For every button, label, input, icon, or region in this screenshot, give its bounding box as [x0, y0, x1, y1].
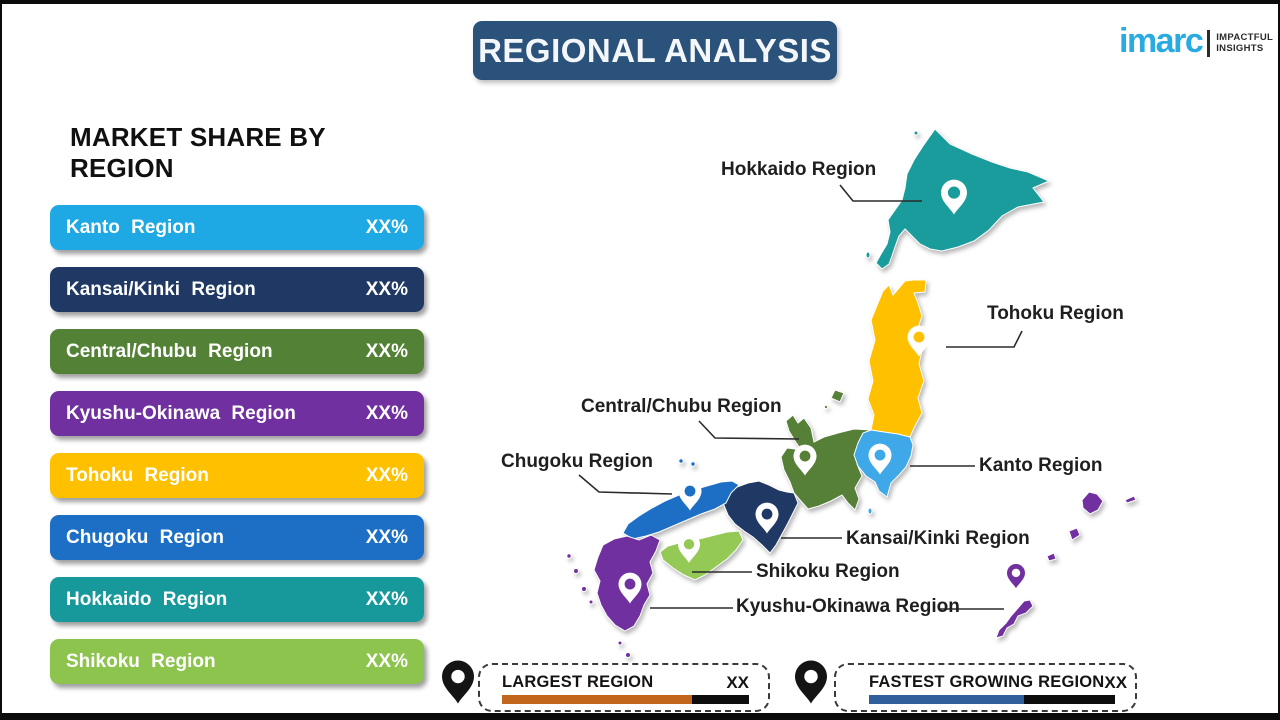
- callout-tohoku: [946, 330, 1023, 348]
- location-pin-icon-okinawa: [1007, 563, 1025, 589]
- legend-fastest-value: XX: [1104, 673, 1128, 692]
- market-share-row-central-chubu: Central/Chubu Region XX%: [50, 329, 424, 374]
- region-name: Hokkaido Region: [66, 588, 228, 610]
- location-pin-icon-central-chubu: [793, 444, 817, 476]
- market-share-row-tohoku: Tohoku Region XX%: [50, 453, 424, 498]
- map-islet: [1046, 552, 1057, 562]
- map-islet: [566, 553, 572, 559]
- map-islet: [913, 130, 919, 136]
- legend-largest-bar-fill: [502, 695, 693, 704]
- map-label-kyushu-okinawa: Kyushu-Okinawa Region: [736, 596, 960, 617]
- map-label-chugoku: Chugoku Region: [501, 451, 653, 472]
- map-islet-oki: [678, 458, 684, 464]
- map-islet: [865, 251, 871, 259]
- map-region-chugoku: [622, 480, 740, 540]
- location-pin-icon-largest-region: [442, 660, 474, 704]
- callout-central-chubu: [698, 420, 800, 440]
- region-name: Chugoku Region: [66, 526, 224, 548]
- legend-fastest-growing-region: FASTEST GROWING REGION XX: [834, 663, 1137, 712]
- market-share-row-hokkaido: Hokkaido Region XX%: [50, 577, 424, 622]
- map-region-tohoku: [867, 279, 927, 438]
- legend-fastest-label: FASTEST GROWING REGION: [869, 673, 1105, 691]
- market-share-panel: MARKET SHARE BY REGION Kanto Region XX% …: [50, 122, 424, 701]
- region-share-value: XX%: [365, 650, 408, 672]
- location-pin-icon-tohoku: [907, 325, 931, 357]
- map-islet: [823, 404, 829, 410]
- map-label-hokkaido: Hokkaido Region: [721, 159, 877, 180]
- market-share-row-kanto: Kanto Region XX%: [50, 205, 424, 250]
- map-islet: [617, 640, 623, 646]
- region-share-value: XX%: [365, 588, 408, 610]
- legend-largest-label: LARGEST REGION: [502, 673, 654, 691]
- location-pin-icon-kyushu: [618, 572, 642, 604]
- map-callout-lines: [578, 184, 1023, 610]
- location-pin-icon-hokkaido: [941, 179, 967, 215]
- region-name: Shikoku Region: [66, 650, 216, 672]
- map-island-okinawa: [995, 599, 1034, 639]
- location-pin-icon-chugoku: [678, 479, 702, 511]
- imarc-logo-wordmark: imarc: [1119, 22, 1204, 60]
- map-label-tohoku: Tohoku Region: [987, 303, 1124, 324]
- map-islet-oki: [690, 461, 696, 467]
- panel-heading: MARKET SHARE BY REGION: [70, 122, 326, 183]
- imarc-logo: imarc IMPACTFUL INSIGHTS: [1119, 24, 1273, 58]
- market-share-row-kansai: Kansai/Kinki Region XX%: [50, 267, 424, 312]
- legend-largest-region: LARGEST REGION XX: [478, 663, 770, 712]
- map-islet: [1124, 495, 1137, 504]
- map-label-central-chubu: Central/Chubu Region: [581, 396, 782, 417]
- location-pin-icon-shikoku: [678, 533, 700, 563]
- map-label-kanto: Kanto Region: [979, 455, 1103, 476]
- map-pins: [442, 179, 1025, 704]
- map-label-shikoku: Shikoku Region: [756, 561, 900, 582]
- legend-fastest-bar: [869, 695, 1115, 704]
- map-islet: [625, 652, 631, 658]
- callout-hokkaido: [839, 184, 922, 202]
- region-share-value: XX%: [365, 340, 408, 362]
- region-share-value: XX%: [365, 402, 408, 424]
- callout-chugoku: [578, 474, 673, 495]
- legend-fastest-bar-fill: [869, 695, 1024, 704]
- region-share-value: XX%: [365, 464, 408, 486]
- map-islet: [867, 507, 873, 515]
- region-name: Tohoku Region: [66, 464, 209, 486]
- map-islet: [1068, 527, 1081, 541]
- page-title-banner: REGIONAL ANALYSIS: [473, 21, 837, 80]
- region-share-value: XX%: [365, 216, 408, 238]
- market-share-row-shikoku: Shikoku Region XX%: [50, 639, 424, 684]
- market-share-row-kyushu-okinawa: Kyushu-Okinawa Region XX%: [50, 391, 424, 436]
- map-region-central-chubu: [780, 414, 873, 511]
- map-islet: [588, 599, 594, 605]
- map-islet-amami: [1081, 491, 1104, 515]
- region-name: Central/Chubu Region: [66, 340, 273, 362]
- location-pin-icon-kanto: [868, 443, 892, 475]
- japan-map: [442, 128, 1137, 704]
- market-share-row-chugoku: Chugoku Region XX%: [50, 515, 424, 560]
- region-name: Kyushu-Okinawa Region: [66, 402, 296, 424]
- region-share-value: XX%: [365, 526, 408, 548]
- region-name: Kanto Region: [66, 216, 196, 238]
- location-pin-icon-fastest-region: [795, 660, 827, 704]
- map-islet-sado: [830, 389, 845, 403]
- logo-divider: [1207, 29, 1211, 57]
- map-islet: [573, 568, 579, 574]
- page-title: REGIONAL ANALYSIS: [478, 31, 832, 69]
- location-pin-icon-kansai: [755, 502, 779, 534]
- legend-largest-value: XX: [726, 673, 749, 692]
- map-islet: [581, 586, 587, 592]
- map-label-kansai: Kansai/Kinki Region: [846, 528, 1030, 549]
- logo-tagline: IMPACTFUL INSIGHTS: [1216, 32, 1274, 54]
- legend-largest-bar: [502, 695, 749, 704]
- region-share-value: XX%: [365, 278, 408, 300]
- region-name: Kansai/Kinki Region: [66, 278, 256, 300]
